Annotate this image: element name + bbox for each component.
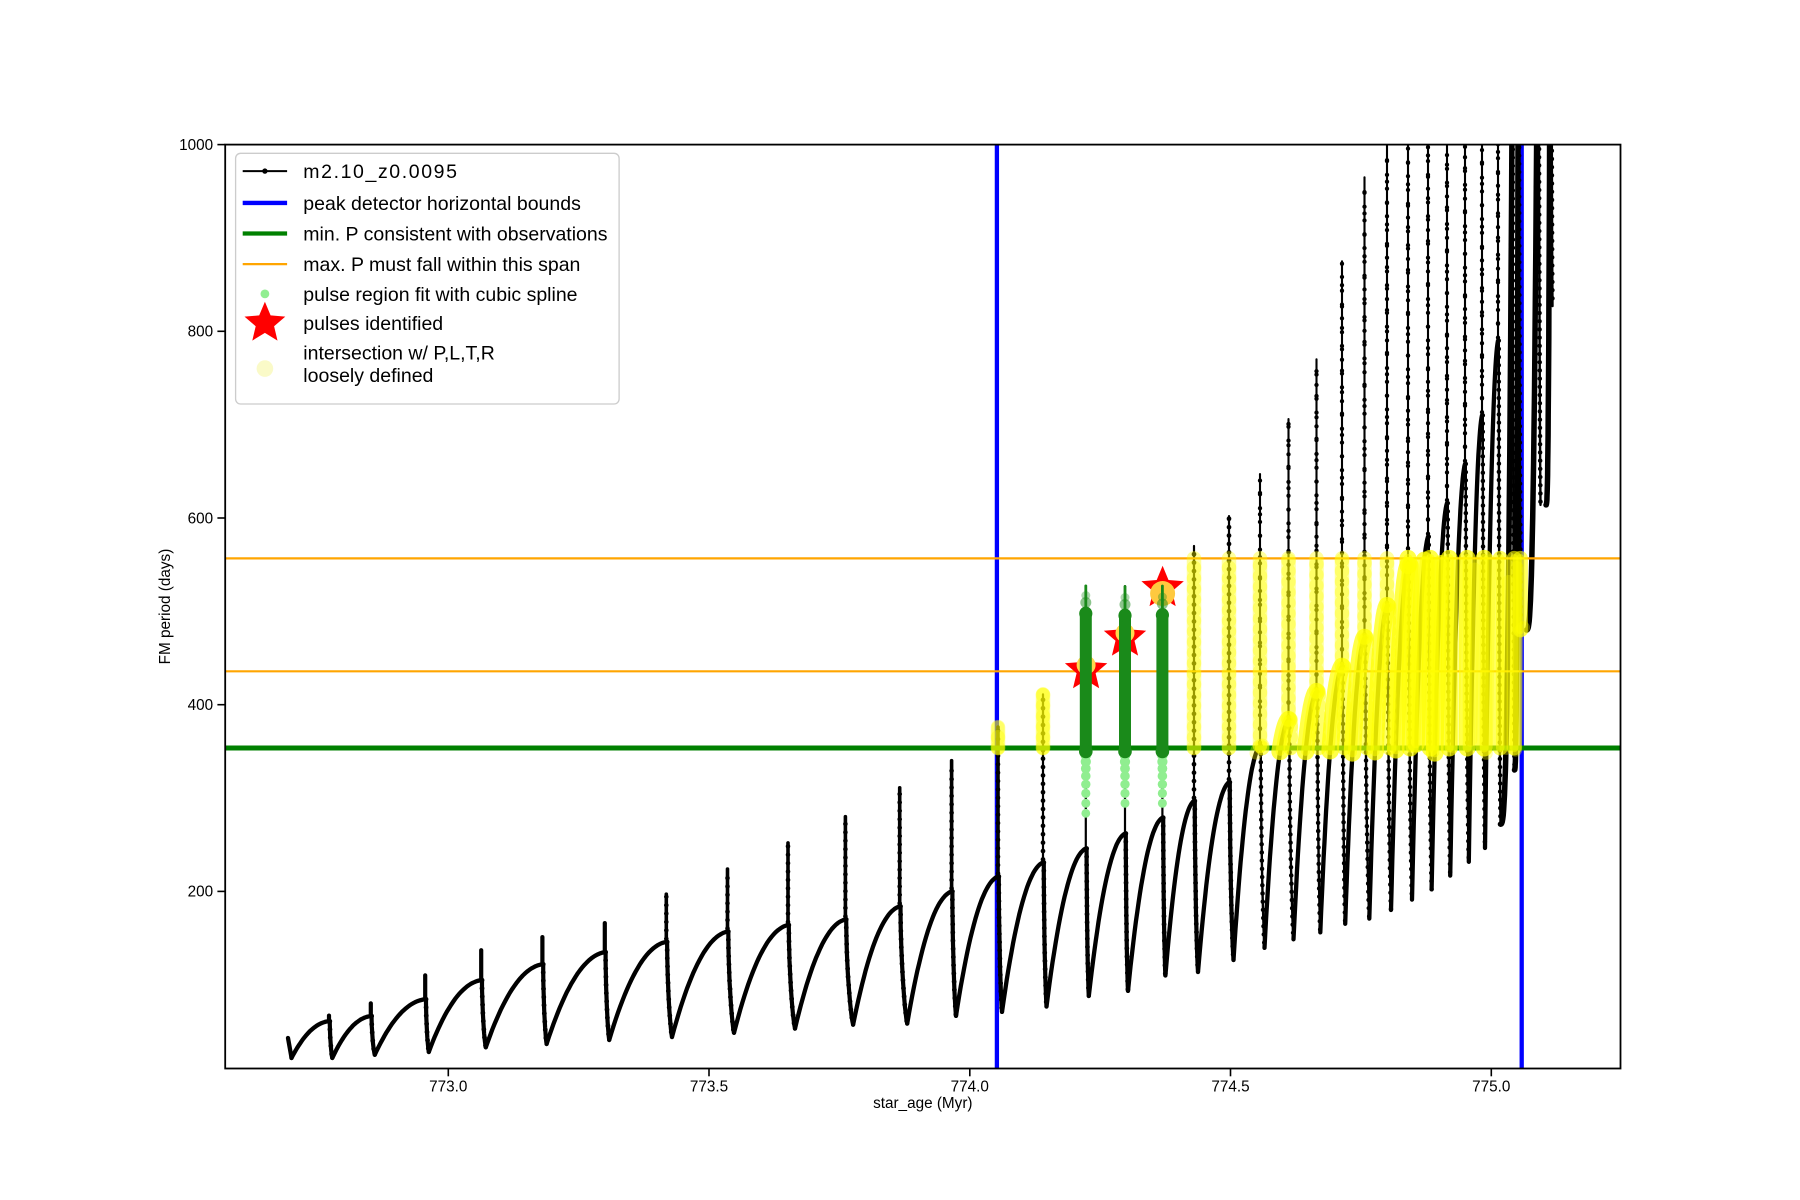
svg-text:800: 800 [188,324,214,341]
svg-text:400: 400 [188,697,214,714]
svg-text:775.0: 775.0 [1472,1078,1510,1095]
svg-text:loosely defined: loosely defined [303,365,433,387]
svg-text:pulses identified: pulses identified [303,313,443,335]
svg-text:774.5: 774.5 [1211,1078,1249,1095]
svg-text:star_age (Myr): star_age (Myr) [873,1095,972,1112]
svg-text:pulse region fit with cubic sp: pulse region fit with cubic spline [303,284,577,306]
svg-text:m2.10_z0.0095: m2.10_z0.0095 [303,161,458,183]
svg-text:FM period (days): FM period (days) [157,549,174,665]
svg-text:peak detector horizontal bound: peak detector horizontal bounds [303,193,581,215]
svg-text:773.0: 773.0 [429,1078,467,1095]
svg-text:200: 200 [188,884,214,901]
svg-text:intersection w/ P,L,T,R: intersection w/ P,L,T,R [303,342,494,364]
svg-text:600: 600 [188,510,214,527]
svg-text:max. P must fall within this s: max. P must fall within this span [303,254,580,276]
svg-text:1000: 1000 [179,137,213,154]
svg-text:774.0: 774.0 [951,1078,989,1095]
svg-text:min. P consistent with observa: min. P consistent with observations [303,223,607,245]
svg-text:773.5: 773.5 [690,1078,728,1095]
